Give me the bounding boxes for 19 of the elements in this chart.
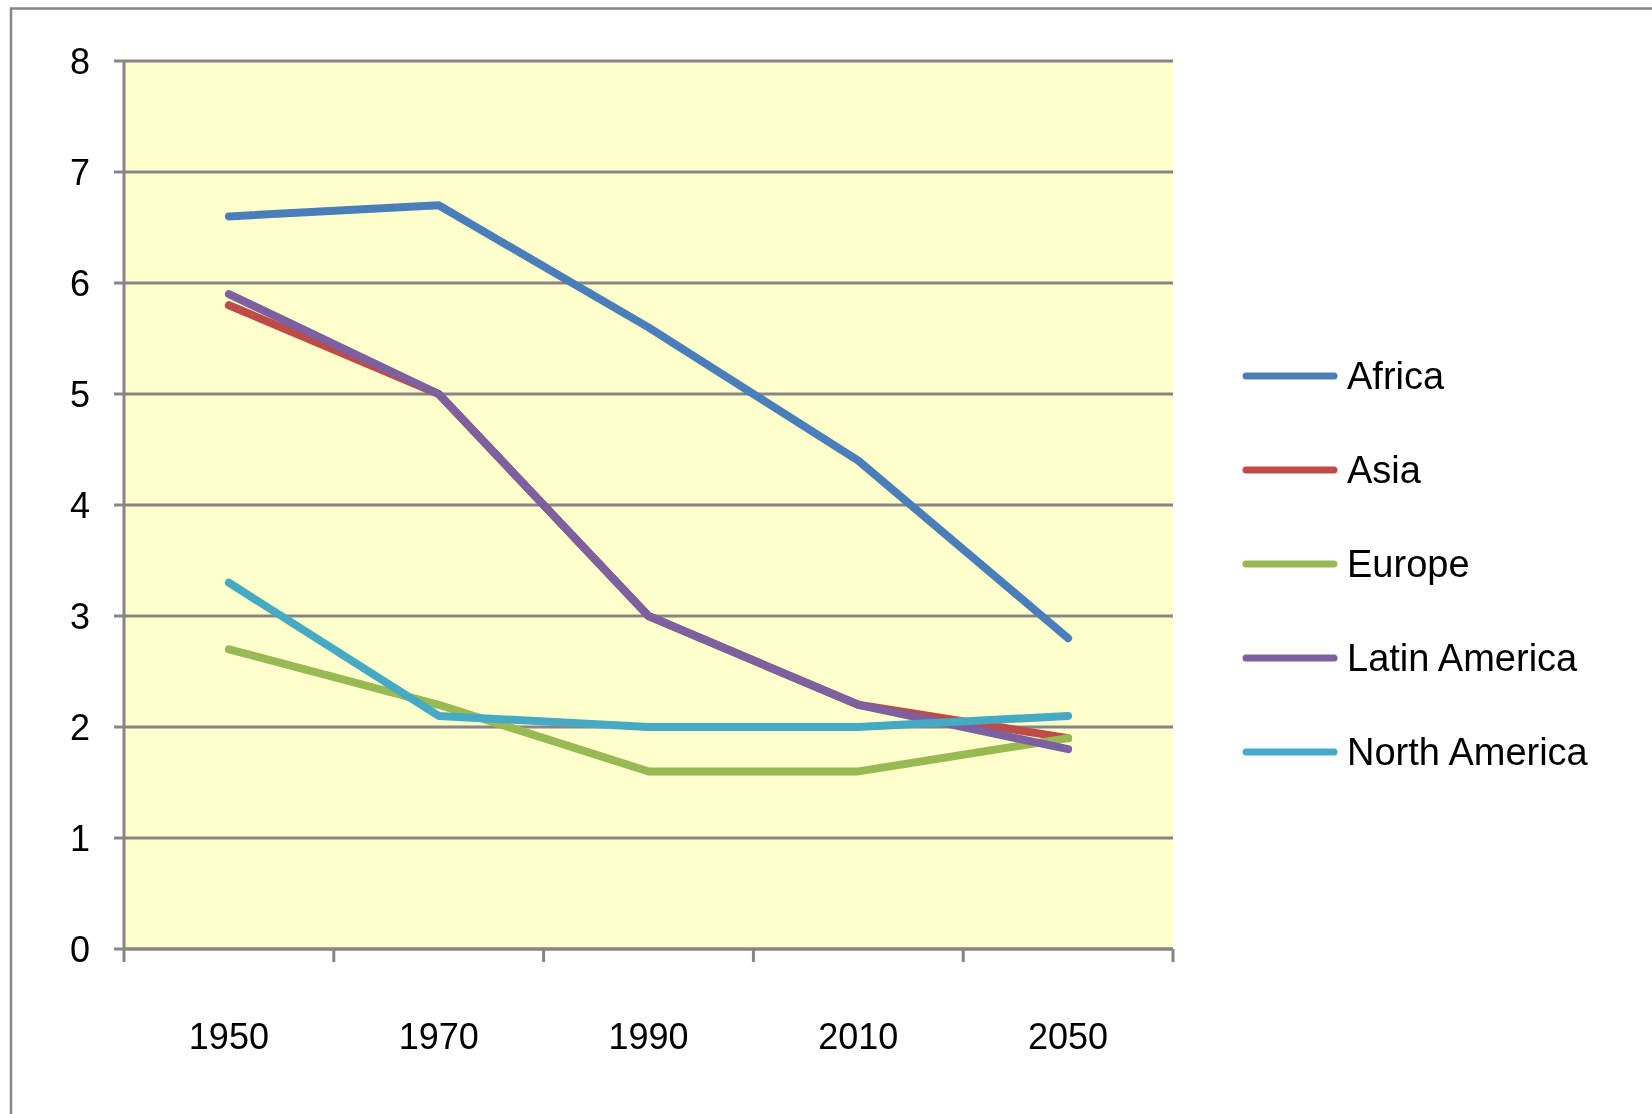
y-tick-label: 7 (69, 151, 91, 193)
y-tick-label: 4 (69, 484, 91, 526)
y-tick-label: 6 (69, 262, 91, 304)
y-tick-label: 5 (69, 373, 91, 415)
legend-label: Africa (1347, 355, 1445, 397)
legend-label: Asia (1347, 449, 1422, 491)
x-tick-label: 1990 (608, 1015, 689, 1057)
legend-label: North America (1347, 731, 1589, 773)
x-tick-label: 1950 (188, 1015, 269, 1057)
x-tick-label: 2010 (818, 1015, 899, 1057)
x-tick-label: 2050 (1028, 1015, 1109, 1057)
y-tick-label: 1 (69, 817, 91, 859)
legend-label: Latin America (1347, 637, 1579, 679)
x-tick-label: 1970 (398, 1015, 479, 1057)
y-tick-label: 8 (69, 40, 91, 82)
legend-label: Europe (1347, 543, 1470, 585)
y-tick-label: 2 (69, 706, 91, 748)
y-tick-label: 3 (69, 595, 91, 637)
y-tick-label: 0 (69, 928, 91, 970)
